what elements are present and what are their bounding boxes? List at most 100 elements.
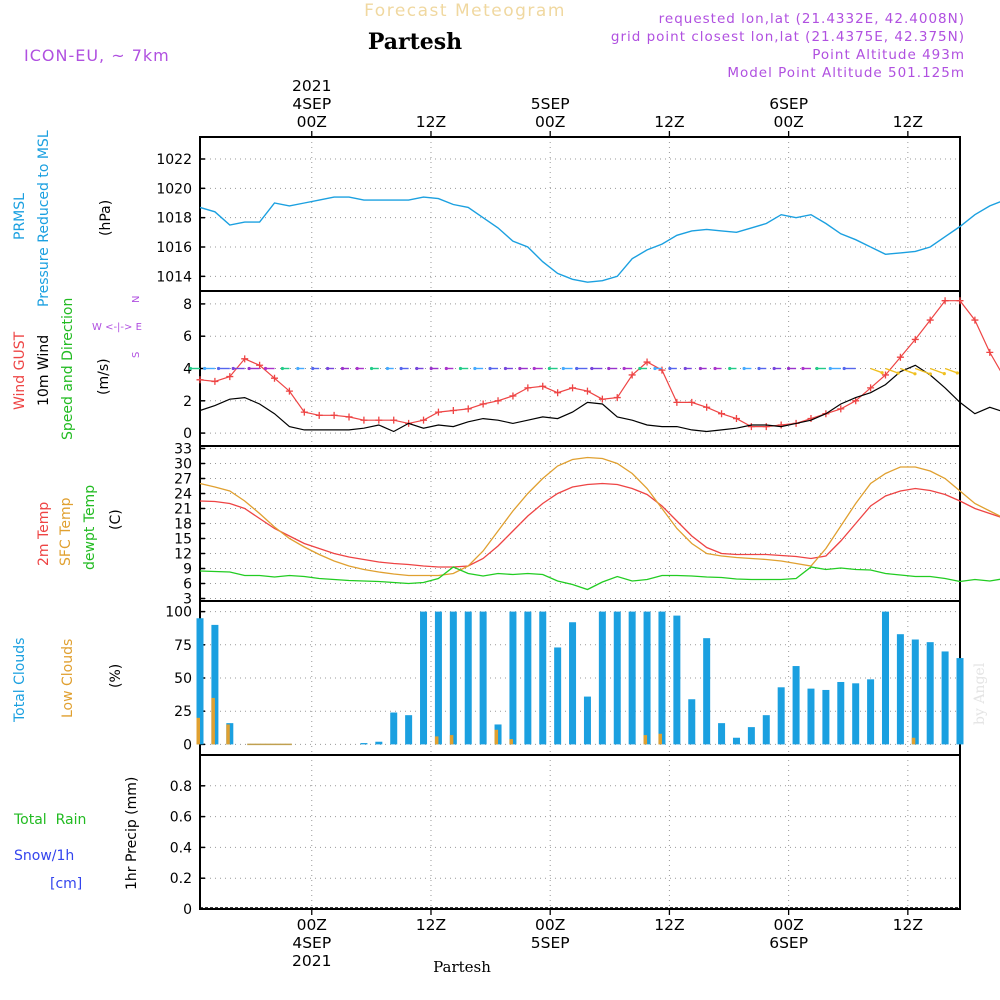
gust-marker [643, 358, 651, 366]
t2m-label: 2m Temp [36, 502, 52, 566]
total-cloud-bar [375, 741, 383, 745]
top-time-label: 00Z [535, 113, 565, 131]
y-tick-label: 0 [183, 426, 192, 442]
footer-location: Partesh [433, 958, 491, 976]
total-cloud-bar [434, 611, 442, 745]
pressure-line [199, 196, 1000, 283]
bottom-time-label: 4SEP [292, 934, 331, 952]
wind-arrowhead [713, 366, 717, 371]
gust-line [199, 300, 1000, 428]
clouds-unit: (%) [108, 664, 124, 688]
wind-arrowhead [429, 366, 433, 371]
clouds-panel: 0 25 50 75 100 [165, 600, 964, 756]
compass-we: W <-|-> E [92, 322, 142, 333]
gust-marker [360, 416, 368, 424]
total-cloud-bar [613, 611, 621, 745]
top-time-label: 4SEP [292, 95, 331, 113]
low-cloud-bar [658, 733, 662, 745]
wind-arrowhead [786, 366, 791, 371]
wind-arrowhead [518, 366, 522, 371]
total-cloud-bar [732, 737, 740, 745]
gust-marker [449, 406, 457, 414]
total-cloud-bar [762, 715, 770, 745]
wind-arrowhead [896, 371, 900, 375]
sfc-temp-line [199, 456, 1000, 577]
bottom-time-label: 2021 [292, 952, 331, 970]
sfc-label: SFC Temp [58, 497, 74, 566]
panels: 1014101610181020102202468369121518212427… [156, 136, 1000, 918]
total-cloud-bar [583, 696, 591, 745]
top-time-label: 00Z [297, 113, 327, 131]
dewpt-line [199, 566, 1000, 591]
wind-arrowhead [622, 366, 626, 371]
wind-arrowhead [801, 366, 805, 371]
y-tick-label: 50 [174, 671, 192, 687]
gust-marker [583, 387, 591, 395]
gust-marker [300, 408, 308, 416]
total-cloud-bar [643, 611, 651, 745]
top-time-label: 5SEP [531, 95, 570, 113]
wind-arrowhead [369, 366, 374, 371]
gust-marker [494, 397, 502, 405]
bottom-time-label: 12Z [654, 916, 684, 934]
wind-arrow [885, 367, 899, 374]
gust-marker [420, 416, 428, 424]
wind-arrowhead [547, 366, 551, 371]
model-altitude: Model Point Altitude 501.125m [727, 65, 965, 81]
low-cloud-bar [196, 717, 200, 745]
wind-arrowhead [263, 366, 268, 371]
gust-marker [434, 408, 442, 416]
total-cloud-bar [658, 611, 666, 745]
y-tick-label: 0.2 [170, 871, 192, 887]
top-time-label: 00Z [773, 113, 803, 131]
temp-unit: (C) [108, 509, 124, 530]
top-time-label: 6SEP [769, 95, 808, 113]
requested-lonlat: requested lon,lat (21.4332E, 42.4008N) [659, 11, 965, 27]
gust-marker [658, 366, 666, 374]
y-tick-label: 0 [183, 737, 192, 753]
total-cloud-bar [524, 611, 532, 745]
total-cloud-bar [360, 743, 368, 745]
wind-arrowhead [561, 366, 565, 371]
gust-marker [762, 423, 770, 431]
total-cloud-bar [852, 683, 860, 745]
pressure-panel: 1014 1016 1018 1020 1022 [156, 136, 1000, 292]
wind-arrowhead [247, 366, 251, 371]
wind-arrowhead [532, 366, 536, 371]
gust-marker [956, 297, 964, 305]
bottom-time-label: 12Z [893, 916, 923, 934]
gust-marker [718, 410, 726, 418]
point-altitude: Point Altitude 493m [812, 47, 965, 63]
y-tick-label: 1020 [156, 181, 192, 197]
total-cloud-bar [837, 681, 845, 745]
total-cloud-bar [405, 715, 413, 745]
total-cloud-bar [673, 615, 681, 745]
gust-marker [896, 353, 904, 361]
wind-arrowhead [913, 372, 917, 376]
grid-lonlat: grid point closest lon,lat (21.4375E, 42… [611, 29, 965, 45]
wind-arrow [929, 367, 945, 375]
gust-marker [226, 373, 234, 381]
gust-marker [867, 384, 875, 392]
low-cloud-bar [449, 735, 454, 745]
panel-frame [199, 754, 961, 910]
wind-arrow [870, 367, 883, 374]
total-cloud-bar [822, 689, 830, 745]
precipitation-panel: 0 0.2 0.4 0.6 0.8 [170, 754, 961, 918]
total-cloud-bar [792, 666, 800, 745]
model-name: ICON-EU, ~ 7km [24, 46, 170, 65]
gust-marker [524, 384, 532, 392]
precip-axis-label: 1hr Precip (mm) [124, 777, 140, 890]
total-cloud-bar [688, 699, 696, 745]
total-cloud-bar [196, 618, 204, 745]
gust-marker [941, 297, 949, 305]
precip-labels: Total Rain Snow/1h [cm] 1hr Precip (mm) [13, 777, 140, 892]
gust-marker [211, 377, 219, 385]
y-tick-label: 21 [174, 502, 192, 518]
wind-arrowhead [815, 366, 819, 371]
wind-arrowhead [216, 366, 221, 371]
y-tick-label: 100 [165, 605, 192, 621]
wind-arrow [900, 367, 916, 375]
